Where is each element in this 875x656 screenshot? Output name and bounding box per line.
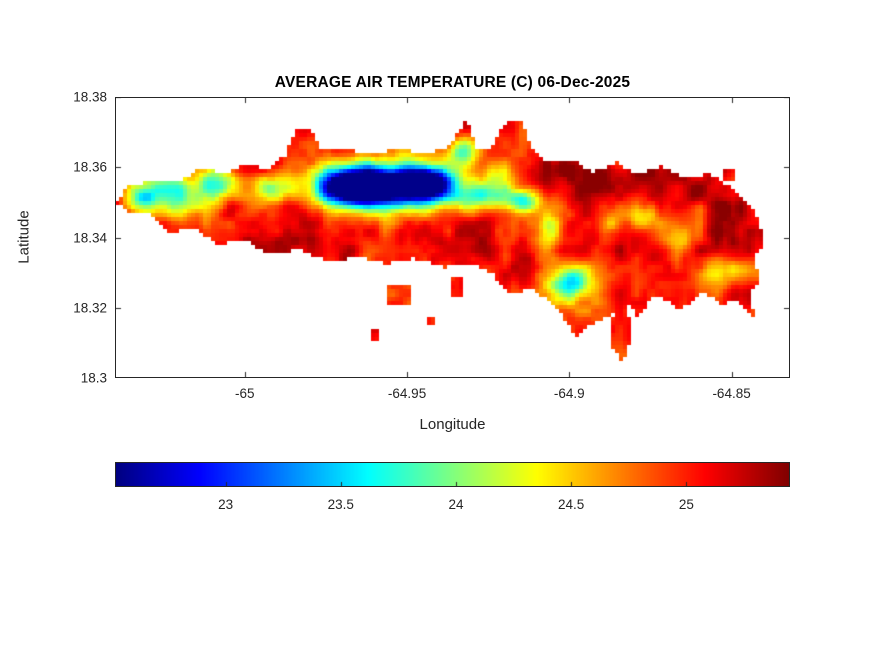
plot-title: AVERAGE AIR TEMPERATURE (C) 06-Dec-2025 <box>274 74 631 91</box>
colorbar-canvas <box>115 462 790 487</box>
colorbar-tick-label: 24 <box>448 497 464 512</box>
x-tick-label: -65 <box>235 386 255 401</box>
y-tick-label: 18.3 <box>80 370 107 386</box>
y-axis-label: Latitude <box>15 210 33 264</box>
x-tick-label: -64.95 <box>387 386 427 401</box>
y-tick-label: 18.32 <box>73 300 107 316</box>
y-tick-label: 18.36 <box>73 159 107 175</box>
x-tick-label: -64.85 <box>712 386 751 401</box>
x-axis-label: Longitude <box>419 416 486 433</box>
y-tick-label: 18.38 <box>73 89 107 105</box>
colorbar-tick-label: 23.5 <box>327 497 354 512</box>
heatmap-canvas <box>115 97 790 378</box>
colorbar-tick-label: 25 <box>678 497 694 512</box>
x-tick-label: -64.9 <box>553 386 585 401</box>
colorbar-tick-label: 24.5 <box>558 497 585 512</box>
plot-area <box>115 97 790 378</box>
colorbar <box>115 462 790 487</box>
colorbar-tick-label: 23 <box>218 497 234 512</box>
y-tick-label: 18.34 <box>73 230 107 245</box>
